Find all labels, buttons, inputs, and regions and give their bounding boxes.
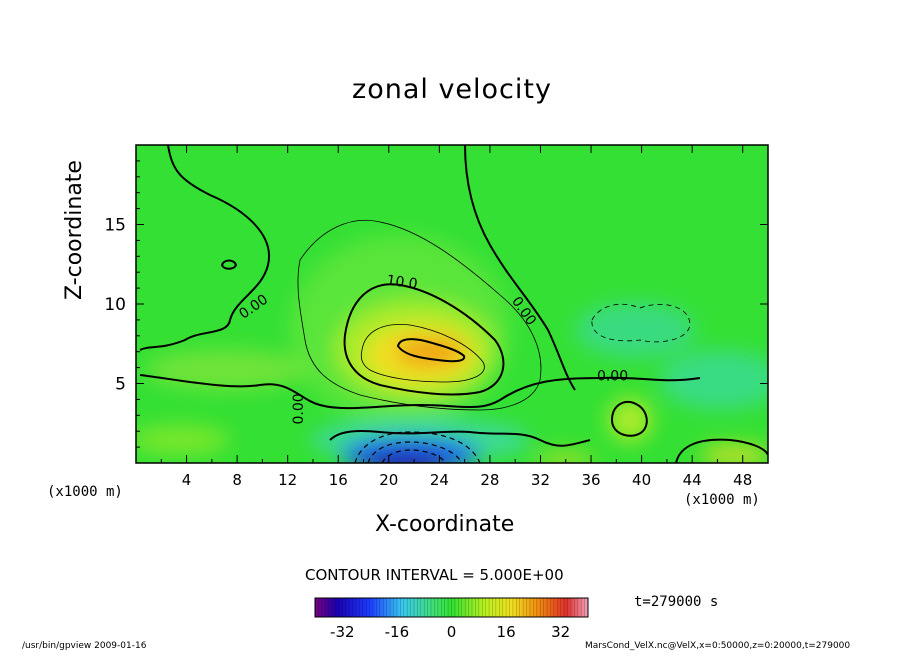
time-text: t=279000 s <box>634 594 719 610</box>
contour-zero-lower <box>139 374 701 410</box>
colorbar-tick-label: -32 <box>330 623 355 641</box>
x-tick-label: 40 <box>632 471 651 489</box>
contour-lines <box>139 145 768 463</box>
color-field <box>136 145 768 463</box>
contour-negative-bottom-2 <box>367 441 463 463</box>
colorbar-ticks: -32 -16 0 16 32 <box>330 623 570 641</box>
x-tick-label: 44 <box>683 471 702 489</box>
contour-negative-right <box>591 303 691 343</box>
x-tick-label: 24 <box>430 471 449 489</box>
contour-fifteen <box>360 324 485 383</box>
x-tick-label: 16 <box>329 471 348 489</box>
contour-label: 0.00 <box>291 393 307 424</box>
colorbar-tick-label: -16 <box>385 623 410 641</box>
chart-title: zonal velocity <box>352 74 552 105</box>
x-axis-label: X-coordinate <box>375 512 515 537</box>
x-unit-label-left: (x1000 m) <box>47 484 123 500</box>
contour-small-loop <box>220 259 238 270</box>
contour-twenty <box>396 338 466 363</box>
colorbar: -32 -16 0 16 32 <box>314 597 589 641</box>
x-tick-label: 8 <box>232 471 242 489</box>
y-tick-label: 10 <box>104 295 126 315</box>
colorbar-tick-label: 16 <box>497 623 516 641</box>
contour-zero-left <box>139 145 271 351</box>
colorbar-frame <box>314 597 589 618</box>
x-tick-label: 36 <box>581 471 600 489</box>
y-tick-label: 15 <box>104 216 126 236</box>
y-axis-label: Z-coordinate <box>62 160 87 300</box>
contour-five-outer <box>297 219 542 411</box>
x-tick-label: 28 <box>480 471 499 489</box>
colorbar-tick-label: 0 <box>447 623 457 641</box>
colorbar-tick-label: 32 <box>551 623 570 641</box>
x-unit-label-right: (x1000 m) <box>684 492 760 508</box>
contour-label: 0.00 <box>597 368 628 384</box>
x-tick-label: 48 <box>733 471 752 489</box>
contour-label: 10.0 <box>385 272 418 292</box>
x-tick-label: 12 <box>278 471 297 489</box>
contour-positive-right <box>675 438 768 463</box>
footer-left: /usr/bin/gpview 2009-01-16 <box>22 641 147 651</box>
contour-negative-bottom-1 <box>354 431 481 463</box>
x-tick-label: 20 <box>379 471 398 489</box>
x-axis: 4 8 12 16 20 24 28 32 36 40 44 48 <box>160 145 752 489</box>
field-blobs <box>136 235 768 463</box>
contour-ten <box>343 283 505 396</box>
x-tick-label: 4 <box>182 471 192 489</box>
contour-zero-mid <box>464 145 576 391</box>
contour-zero-bottom <box>329 430 591 447</box>
footer-right: MarsCond_VelX.nc@VelX,x=0:50000,z=0:2000… <box>585 641 851 651</box>
x-tick-label: 32 <box>531 471 550 489</box>
y-axis: 5 10 15 <box>104 160 768 448</box>
contour-positive-blob <box>610 400 648 437</box>
contour-interval-text: CONTOUR INTERVAL = 5.000E+00 <box>305 566 564 584</box>
colorbar-stripes <box>318 598 585 617</box>
y-tick-label: 5 <box>115 375 126 395</box>
